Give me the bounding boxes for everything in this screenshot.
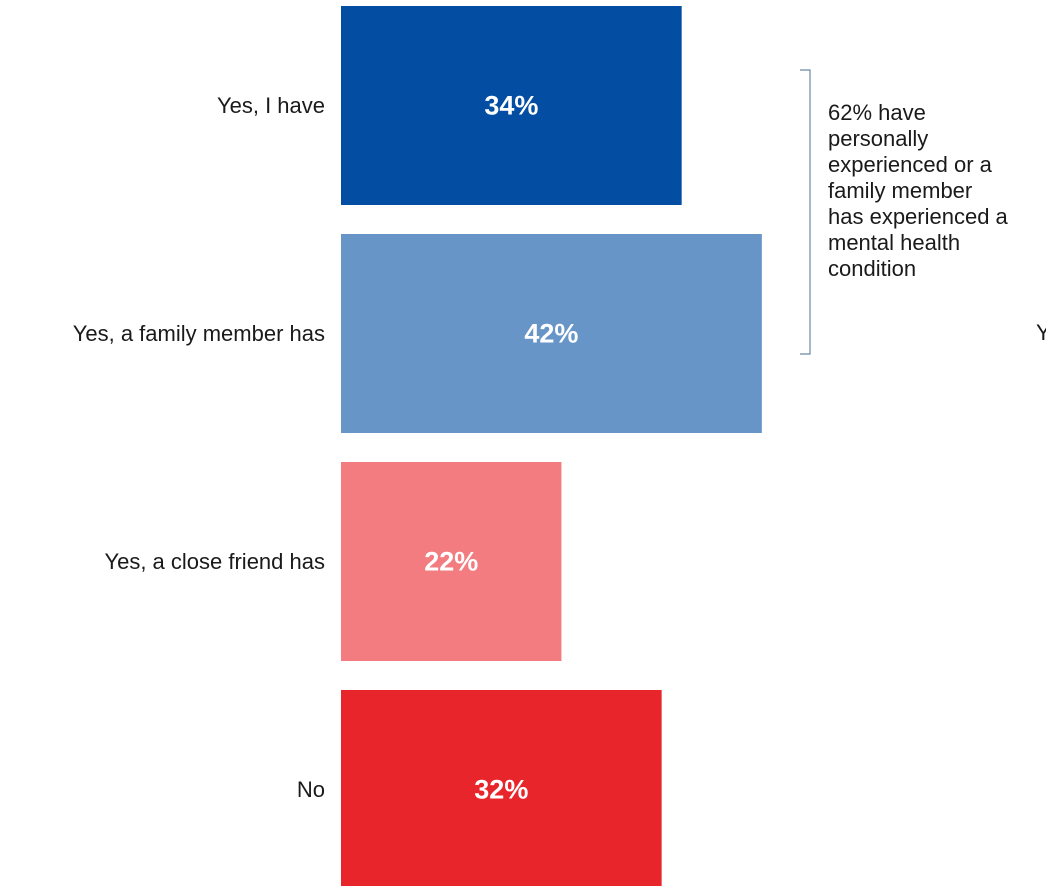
category-label-3: Yes, a close friend has: [104, 549, 325, 574]
bar-3: [341, 462, 562, 661]
category-label-2: Yes, a family member has: [73, 321, 325, 346]
value-label-4: 32%: [474, 775, 528, 805]
value-label-2: 42%: [524, 319, 578, 349]
category-label-1: Yes, I have: [217, 93, 325, 118]
annotation-bracket: [800, 69, 811, 355]
bar-4: [341, 690, 662, 886]
value-label-3: 22%: [424, 547, 478, 577]
category-label-4: No: [297, 777, 325, 802]
bar-2: [341, 234, 762, 433]
bars: Yes, I have 34% Yes, a family member has 42…: [73, 6, 762, 886]
clipped-text: Y: [1036, 320, 1046, 345]
value-label-1: 34%: [484, 91, 538, 121]
bar-1: [341, 6, 682, 205]
annotation-text: 62% have personally experienced or a fam…: [828, 100, 1008, 281]
